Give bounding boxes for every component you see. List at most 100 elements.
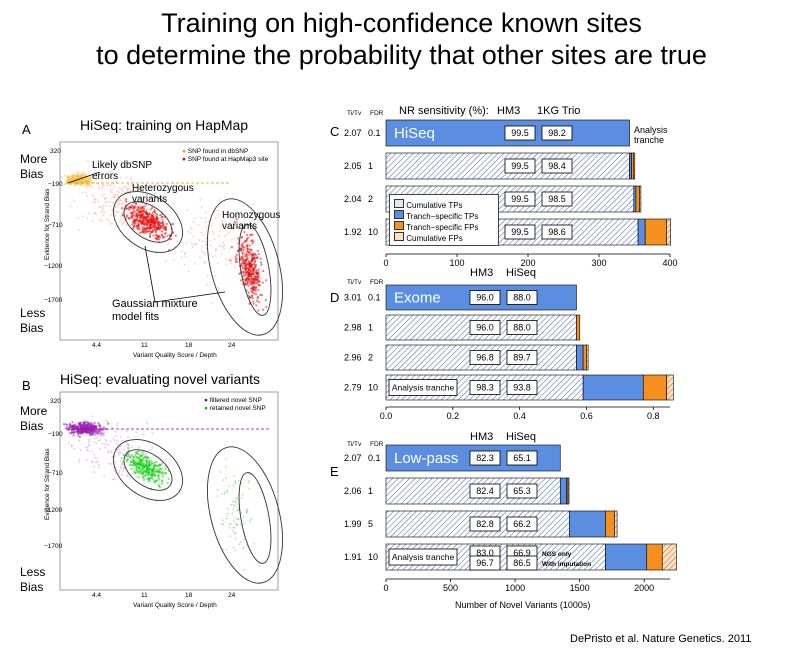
- bar-tranche-specific-tp: [576, 344, 584, 371]
- bar-tranche-specific-tp: [637, 218, 646, 246]
- x-tick-label: 0: [383, 583, 388, 593]
- sens-value-2: 98.5: [548, 194, 566, 204]
- slide-title-line-2: to determine the probability that other …: [96, 40, 707, 70]
- panel-d-bar-chart: 0.0 0.2 0.4 0.6 0.8 3.01 0.1 96.0 88.0 Exome 2.98 1…: [344, 284, 674, 421]
- sens-value-1-box: [469, 290, 501, 305]
- panel-b-ytick-1: 320: [50, 398, 61, 405]
- sens-value-1: 99.5: [511, 161, 529, 171]
- panel-name: HiSeq: [394, 125, 435, 142]
- x-tick-label: 100: [449, 258, 464, 268]
- titv-label: 1.99: [344, 519, 362, 529]
- x-tick-label: 1500: [570, 583, 590, 593]
- panel-b-more-bias: More Bias: [20, 404, 48, 433]
- fdr-label: 1: [368, 323, 373, 333]
- sens-value-2: 65.3: [513, 486, 531, 496]
- titv-label: 1.92: [344, 227, 362, 237]
- panel-a-ytick-5: −1700: [44, 297, 63, 304]
- sens-value-2: 89.7: [513, 353, 531, 363]
- titv-label: 2.96: [344, 353, 362, 363]
- panel-d-col1: HM3: [470, 267, 494, 279]
- sens-value-2: 98.2: [548, 128, 566, 138]
- panel-e-fdr-head: FDR: [370, 441, 384, 448]
- x-tick-label: 2000: [634, 583, 654, 593]
- panel-a-more-bias: More Bias: [20, 152, 48, 181]
- sens-value-2-box: [506, 290, 538, 305]
- x-tick-label: 0.6: [580, 411, 593, 421]
- panel-a-ytick-3: −710: [48, 222, 63, 229]
- sens-value-1: 99.5: [511, 194, 529, 204]
- bar-tranche-specific-fp: [576, 314, 581, 341]
- bar-tranche-specific-fp: [582, 344, 587, 371]
- bar-tranche-specific-fp: [646, 543, 663, 571]
- legend-filtered: filtered novel SNP: [209, 397, 262, 404]
- sens-value-2-box: [506, 483, 538, 499]
- legend-hapmap: SNP found at HapMap3 site: [187, 156, 269, 163]
- titv-label: 2.06: [344, 486, 362, 496]
- panel-a-xlabel: Variant Quality Score / Depth: [133, 352, 217, 359]
- fdr-label: 0.1: [368, 453, 381, 463]
- fdr-label: 2: [368, 194, 373, 204]
- x-tick-label: 0: [383, 258, 388, 268]
- fdr-label: 10: [368, 227, 378, 237]
- sens-value-1: 82.4: [476, 486, 494, 496]
- x-tick-label: 400: [662, 258, 677, 268]
- panel-b-ytick-4: −1200: [44, 507, 63, 514]
- fdr-label: 10: [368, 552, 378, 562]
- panel-b-less-bias: Less Bias: [20, 565, 46, 594]
- panel-c-fdr-head: FDR: [370, 110, 384, 117]
- sens-value-2: 65.1: [513, 453, 531, 463]
- legend-dbsnp: SNP found in dbSNP: [187, 148, 249, 155]
- sens-value-4-box: [506, 555, 538, 571]
- sens-value-2-box: [541, 191, 573, 207]
- sens-value-2: 93.8: [513, 383, 531, 393]
- sens-value-1: 82.3: [476, 453, 494, 463]
- panel-b-xtick-1: 4.4: [92, 592, 102, 599]
- panel-b-letter: B: [22, 378, 31, 393]
- sens-value-4: 86.5: [513, 558, 531, 568]
- sens-value-1: 99.5: [511, 128, 529, 138]
- sens-value-2: 66.2: [513, 519, 531, 529]
- sens-value-1-box: [469, 516, 501, 532]
- sens-value-2-box: [506, 320, 538, 335]
- legend-retained: retained novel SNP: [209, 405, 266, 412]
- bar-tranche-specific-fp: [631, 152, 635, 180]
- x-tick-label: 300: [591, 258, 606, 268]
- panel-a-xtick-1: 4.4: [92, 342, 102, 349]
- ngs-only-label: NGS only: [542, 551, 572, 558]
- panel-c-col1: HM3: [497, 105, 521, 117]
- panel-e-col1: HM3: [470, 431, 494, 443]
- panel-c-letter: C: [330, 124, 340, 139]
- panel-a-xtick-3: 18: [185, 342, 193, 349]
- analysis-tranche-box: [388, 379, 458, 396]
- panel-name: Exome: [394, 290, 441, 307]
- sens-value-1-box: [504, 191, 536, 207]
- bar-cumulative-fp: [661, 543, 677, 571]
- sens-value-2-box: [506, 350, 538, 365]
- sens-value-2-box: [506, 450, 538, 466]
- bar-tranche-specific-fp: [642, 374, 667, 401]
- sens-value-1: 96.0: [476, 323, 494, 333]
- sens-value-1-box: [469, 483, 501, 499]
- titv-label: 2.98: [344, 323, 362, 333]
- panel-e-letter: E: [330, 464, 339, 479]
- legend-cum-tp: Cumulative TPs: [406, 201, 463, 210]
- sens-value-1-box: [504, 224, 536, 240]
- fdr-label: 1: [368, 161, 373, 171]
- legend-cum-fp: Cumulative FPs: [406, 234, 463, 243]
- panel-c-legend: Cumulative TPs Tranch−specific TPs Tranc…: [389, 194, 499, 246]
- sens-value-2: 98.4: [548, 161, 566, 171]
- annotation-homozygous: Homozygous variants: [222, 210, 281, 232]
- sens-value-1-box: [469, 450, 501, 466]
- panel-e-col2: HiSeq: [506, 431, 536, 443]
- fdr-label: 0.1: [368, 128, 381, 138]
- panel-e-titv-head: Ti/Tv: [347, 441, 362, 448]
- panel-b-xtick-4: 24: [228, 592, 236, 599]
- titv-label: 2.07: [344, 128, 362, 138]
- titv-label: 3.01: [344, 293, 362, 303]
- fdr-label: 2: [368, 353, 373, 363]
- x-tick-label: 0.4: [513, 411, 526, 421]
- legend-spec-fp: Tranch−specific FPs: [406, 223, 479, 232]
- bar-tranche-specific-tp: [569, 510, 606, 538]
- panel-b-ytick-2: −190: [48, 431, 63, 438]
- sens-value-2-box: [541, 125, 573, 141]
